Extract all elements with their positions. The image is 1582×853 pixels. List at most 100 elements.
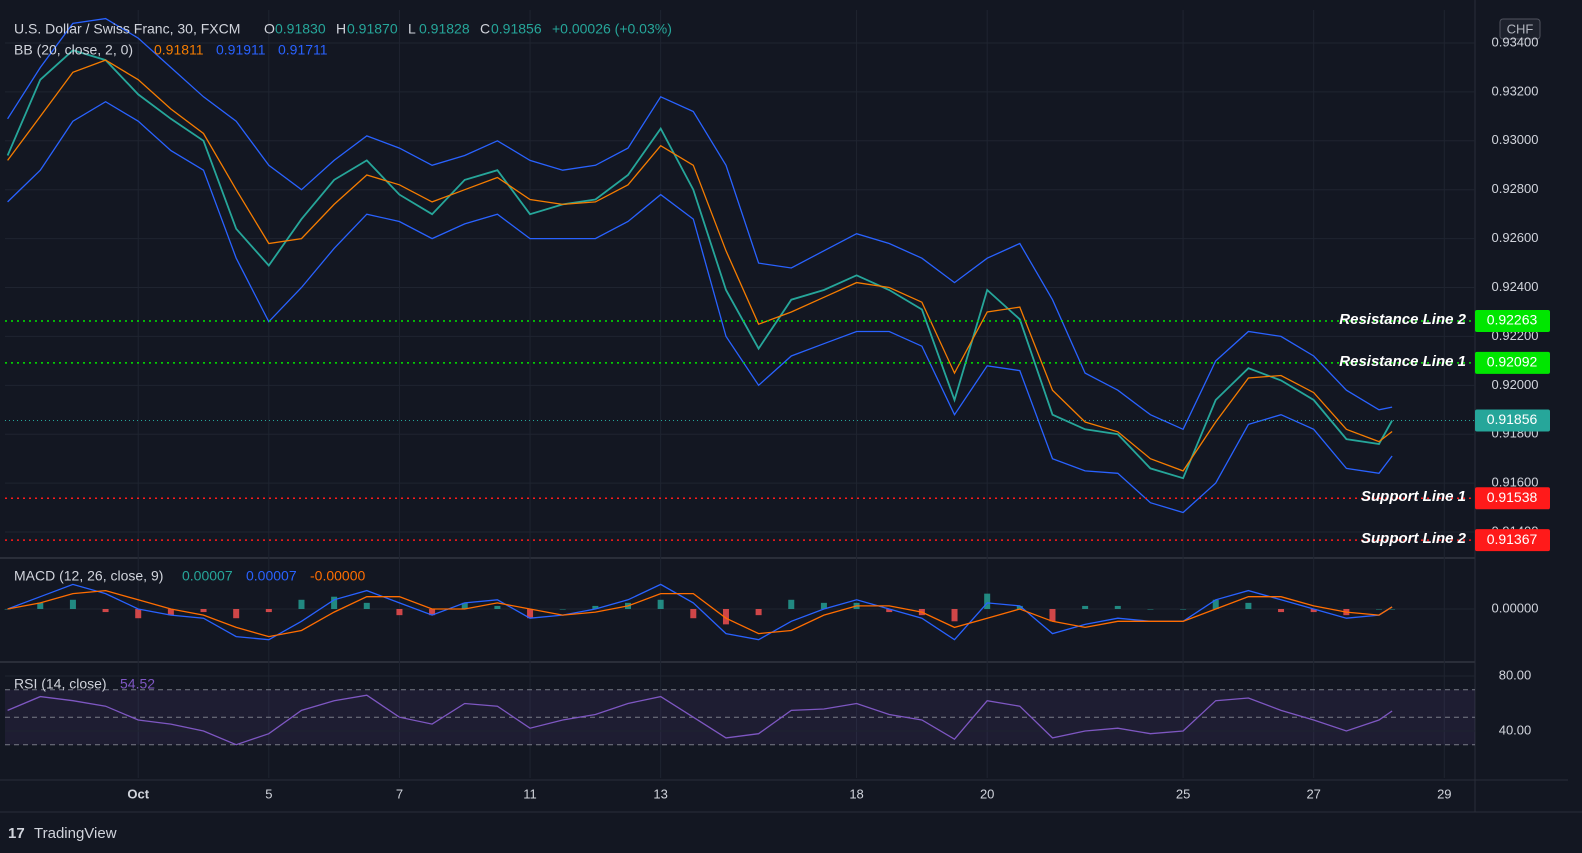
histogram-bar [298, 599, 305, 609]
histogram-bar [755, 609, 762, 616]
x-tick-label: 18 [849, 786, 863, 801]
level-price-box [1475, 351, 1550, 374]
histogram-bar [167, 609, 174, 616]
histogram-bar [331, 596, 338, 609]
histogram-bar [820, 602, 827, 609]
histogram-bar [135, 609, 142, 619]
indicator-value: 0.91711 [278, 42, 328, 58]
ohlc-key: C [480, 21, 490, 37]
histogram-bar [1049, 609, 1056, 622]
y-tick-label: 0.92800 [1492, 181, 1539, 196]
brand: TradingView [34, 825, 117, 842]
x-tick-label: 27 [1306, 786, 1320, 801]
histogram-bar [1114, 605, 1121, 609]
histogram-bar [1389, 609, 1396, 610]
level-price-box [1475, 310, 1550, 333]
histogram-bar [1310, 609, 1317, 613]
histogram-bar [69, 599, 76, 609]
histogram-bar [951, 609, 958, 622]
histogram-bar [984, 593, 991, 609]
symbol-title: U.S. Dollar / Swiss Franc, 30, FXCM [14, 21, 240, 37]
level-name: Resistance Line 1 [1339, 353, 1466, 370]
currency-box[interactable] [1499, 18, 1541, 40]
histogram-bar [1376, 609, 1383, 610]
ohlc-value: 0.91828 [419, 21, 470, 37]
x-tick-label: 7 [396, 786, 403, 801]
y-tick-label: 0.92000 [1492, 377, 1539, 392]
histogram-bar [37, 602, 44, 609]
histogram-bar [788, 599, 795, 609]
indicator-value: 0.00007 [246, 568, 297, 584]
series-line [7, 17, 1393, 431]
y-tick-label: 0.92400 [1492, 279, 1539, 294]
level-name: Support Line 1 [1361, 488, 1466, 505]
histogram-bar [461, 602, 468, 609]
histogram-bar [1212, 599, 1219, 609]
histogram-bar [1016, 605, 1023, 609]
x-tick-label: 29 [1437, 786, 1451, 801]
histogram-bar [1180, 609, 1187, 610]
indicator-value: 54.52 [120, 676, 155, 692]
level-price: 0.92092 [1487, 354, 1538, 370]
ohlc-key: O [264, 21, 275, 37]
y-tick-label: 0.93000 [1492, 132, 1539, 147]
histogram-bar [1245, 602, 1252, 609]
histogram-bar [200, 609, 207, 613]
histogram-bar [1082, 605, 1089, 609]
histogram-bar [363, 602, 370, 609]
level-price: 0.92263 [1487, 312, 1538, 328]
ohlc-value: 0.91870 [347, 21, 398, 37]
histogram-bar [657, 599, 664, 609]
histogram-bar [265, 609, 272, 613]
histogram-bar [886, 609, 893, 613]
y-tick-label: 0.93400 [1492, 34, 1539, 49]
last-price: 0.91856 [1487, 411, 1538, 427]
histogram-bar [722, 609, 729, 625]
x-tick-label: Oct [127, 786, 149, 801]
ohlc-key: H [336, 21, 346, 37]
histogram-bar [429, 609, 436, 616]
histogram-bar [690, 609, 697, 619]
indicator-value: 0.91811 [154, 42, 204, 58]
x-tick-label: 20 [980, 786, 994, 801]
currency[interactable]: CHF [1507, 21, 1534, 36]
histogram-bar [102, 609, 109, 613]
histogram-bar [233, 609, 240, 619]
indicator-title: BB (20, close, 2, 0) [14, 42, 133, 58]
last-price-box [1475, 409, 1550, 432]
y-tick-label: 80.00 [1499, 667, 1532, 682]
series-line [6, 49, 1393, 480]
histogram-bar [1278, 609, 1285, 613]
level-name: Resistance Line 2 [1339, 311, 1466, 328]
level-price-box [1475, 487, 1550, 510]
indicator-value: 0.91911 [216, 42, 266, 58]
x-tick-label: 5 [265, 786, 272, 801]
y-tick-label: 0.92600 [1492, 230, 1539, 245]
y-tick-label: 0.93200 [1492, 83, 1539, 98]
histogram-bar [527, 609, 534, 619]
ohlc-value: 0.91856 [491, 21, 542, 37]
x-tick-label: 11 [523, 786, 537, 801]
histogram-bar [559, 609, 566, 610]
y-tick-label: 0.91600 [1492, 475, 1539, 490]
indicator-value: -0.00000 [310, 568, 365, 584]
brand-logo: 17 [8, 825, 25, 842]
x-tick-label: 25 [1176, 786, 1190, 801]
indicator-title: RSI (14, close) [14, 676, 107, 692]
histogram-bar [4, 609, 11, 610]
histogram-bar [592, 605, 599, 609]
level-price-box [1475, 529, 1550, 552]
y-tick-label: 0.00000 [1492, 600, 1539, 615]
series-line [7, 589, 1393, 638]
change: +0.00026 (+0.03%) [552, 21, 672, 37]
x-tick-label: 13 [653, 786, 667, 801]
series-line [7, 100, 1393, 514]
ohlc-value: 0.91830 [275, 21, 326, 37]
histogram-bar [494, 605, 501, 609]
indicator-title: MACD (12, 26, close, 9) [14, 568, 163, 584]
level-price: 0.91538 [1487, 489, 1538, 505]
indicator-value: 0.00007 [182, 568, 233, 584]
histogram-bar [396, 609, 403, 616]
